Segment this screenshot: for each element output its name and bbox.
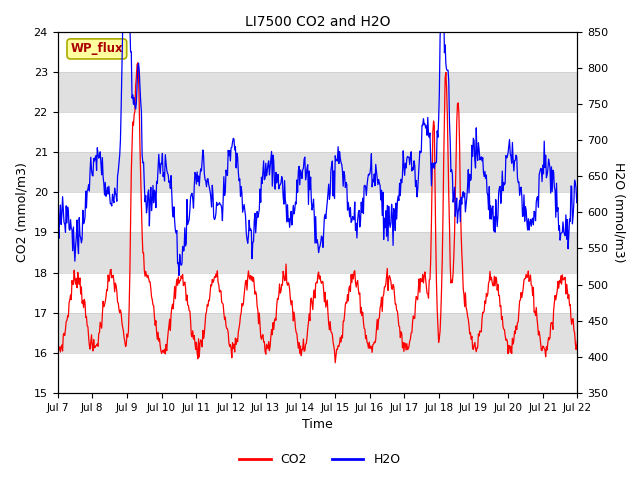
Bar bbox=[58, 313, 577, 353]
X-axis label: Time: Time bbox=[302, 419, 333, 432]
Y-axis label: CO2 (mmol/m3): CO2 (mmol/m3) bbox=[15, 162, 28, 262]
Legend: CO2, H2O: CO2, H2O bbox=[234, 448, 406, 471]
Text: WP_flux: WP_flux bbox=[70, 42, 123, 55]
Title: LI7500 CO2 and H2O: LI7500 CO2 and H2O bbox=[244, 15, 390, 29]
Bar bbox=[58, 152, 577, 192]
Bar bbox=[58, 232, 577, 273]
Bar bbox=[58, 72, 577, 112]
Y-axis label: H2O (mmol/m3): H2O (mmol/m3) bbox=[612, 162, 625, 263]
